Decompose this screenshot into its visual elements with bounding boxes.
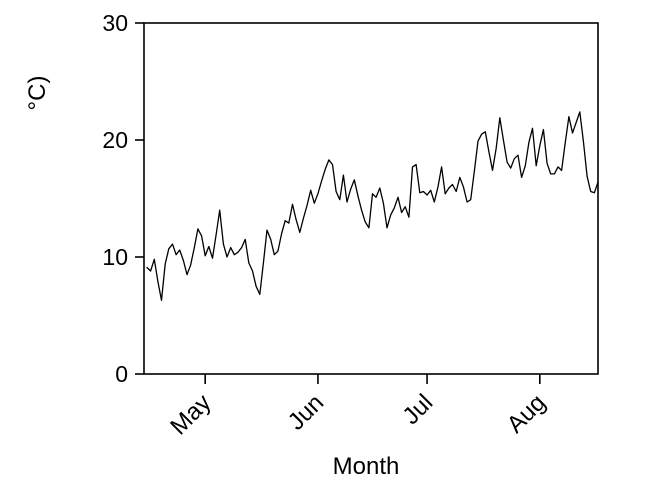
y-tick-label-0: 0	[115, 361, 128, 387]
y-axis-title: °C)	[24, 75, 51, 111]
x-axis-title: Month	[332, 453, 400, 480]
temperature-series-line	[146, 111, 599, 301]
x-tick-label-aug: Aug	[502, 389, 551, 438]
y-tick-label-10: 10	[102, 244, 128, 270]
x-tick-label-jul: Jul	[398, 389, 439, 430]
plot-box	[143, 22, 599, 375]
y-tick-label-20: 20	[102, 127, 128, 153]
y-tick-label-30: 30	[102, 10, 128, 36]
x-tick-label-jun: Jun	[283, 389, 329, 435]
x-tick-label-may: May	[165, 389, 216, 440]
